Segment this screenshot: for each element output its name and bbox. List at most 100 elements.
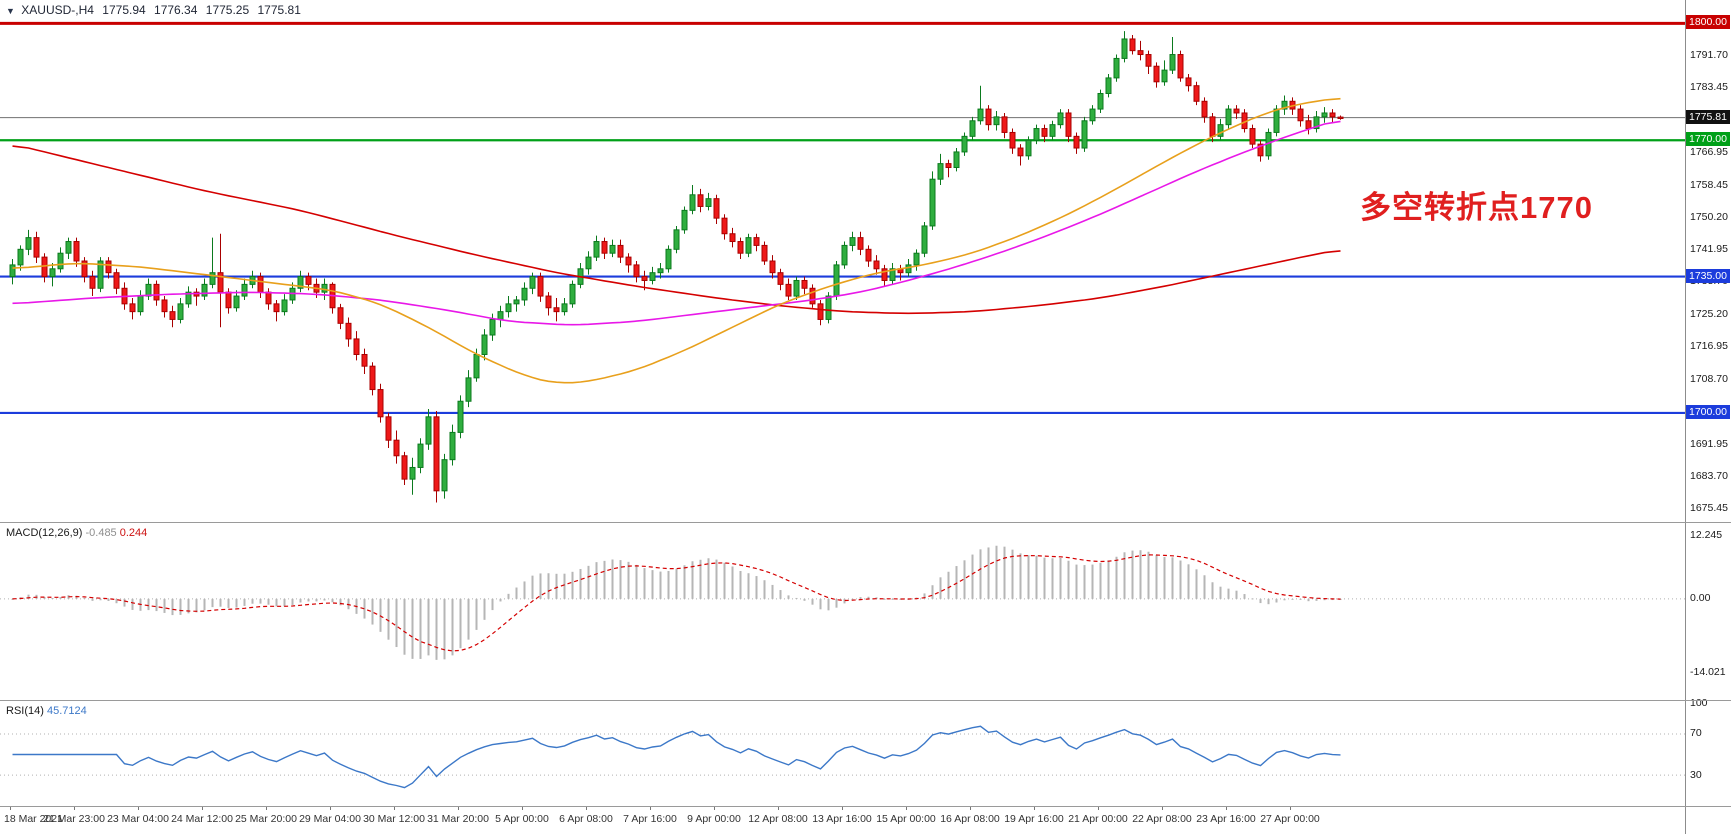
candle-down — [865, 248, 872, 262]
time-axis-label: 25 Mar 20:00 — [235, 813, 297, 825]
candle-down — [1209, 116, 1216, 137]
macd-histogram-bar — [395, 598, 398, 648]
candle-up — [1057, 112, 1064, 126]
macd-histogram-bar — [187, 598, 190, 614]
macd-histogram-bar — [11, 598, 14, 600]
macd-histogram-bar — [659, 571, 662, 599]
candle-up — [1089, 108, 1096, 122]
candle-down — [1193, 85, 1200, 102]
candle-down — [553, 307, 560, 313]
macd-histogram-bar — [1243, 594, 1246, 599]
chart-annotation-text: 多空转折点1770 — [1360, 190, 1593, 225]
candle-down — [81, 260, 88, 278]
macd-histogram-bar — [459, 598, 462, 649]
candle-down — [945, 163, 952, 169]
hline-price-label: 1700.00 — [1686, 404, 1730, 419]
candle-down — [617, 244, 624, 258]
candle-down — [545, 295, 552, 309]
macd-indicator-name: MACD(12,26,9) — [6, 527, 83, 539]
macd-histogram-bar — [1283, 598, 1286, 601]
macd-histogram-bar — [1195, 569, 1198, 599]
candle-up — [505, 303, 512, 313]
macd-histogram-bar — [859, 597, 862, 599]
rsi-chart-canvas[interactable] — [0, 701, 1685, 806]
candle-down — [1201, 100, 1208, 118]
time-axis-label: 16 Apr 08:00 — [940, 813, 1000, 825]
macd-chart-canvas[interactable] — [0, 523, 1685, 700]
candle-down — [881, 268, 888, 281]
hline-price-label: 1800.00 — [1686, 15, 1730, 30]
candle-up — [49, 268, 56, 278]
macd-histogram-bar — [995, 545, 998, 599]
rsi-axis-label: 30 — [1690, 768, 1702, 781]
macd-histogram-bar — [115, 598, 118, 604]
macd-histogram-bar — [1179, 560, 1182, 599]
candle-up — [673, 229, 680, 250]
macd-histogram-bar — [51, 597, 54, 599]
candle-up — [1113, 57, 1120, 79]
panel-separator[interactable] — [0, 522, 1731, 523]
macd-histogram-bar — [899, 598, 902, 600]
macd-histogram-bar — [123, 598, 126, 607]
macd-histogram-bar — [883, 598, 886, 600]
price-axis[interactable]: 1791.70 1783.45 1766.95 1758.45 1750.20 1741.… — [1685, 0, 1731, 834]
macd-histogram-bar — [203, 598, 206, 611]
price-chart-canvas[interactable] — [0, 0, 1685, 522]
candle-down — [257, 276, 264, 293]
candle-up — [1081, 120, 1088, 149]
candle-down — [337, 307, 344, 324]
macd-histogram-bar — [1011, 549, 1014, 599]
candle-up — [57, 252, 64, 270]
candle-down — [1073, 135, 1080, 149]
candle-down — [985, 108, 992, 126]
macd-histogram-bar — [1323, 598, 1326, 601]
time-axis-tick — [1226, 807, 1227, 810]
candle-up — [569, 283, 576, 305]
candle-up — [281, 299, 288, 313]
candle-up — [993, 116, 1000, 126]
macd-histogram-bar — [579, 568, 582, 599]
macd-histogram-bar — [1115, 556, 1118, 599]
rsi-current-value: 45.7124 — [46, 705, 87, 717]
macd-histogram-bar — [731, 566, 734, 599]
macd-histogram-bar — [675, 568, 678, 599]
time-axis-label: 9 Apr 00:00 — [687, 813, 741, 825]
time-axis-tick — [202, 807, 203, 810]
macd-histogram-bar — [147, 598, 150, 611]
candle-up — [1105, 77, 1112, 94]
macd-histogram-bar — [611, 559, 614, 599]
macd-histogram-bar — [931, 585, 934, 599]
candle-up — [457, 400, 464, 433]
macd-histogram-bar — [323, 598, 326, 601]
panel-separator[interactable] — [0, 806, 1731, 807]
macd-histogram-bar — [107, 598, 110, 601]
macd-histogram-bar — [387, 598, 390, 640]
macd-histogram-bar — [315, 598, 318, 602]
candle-down — [393, 439, 400, 457]
time-axis-tick — [970, 807, 971, 810]
candle-down — [1305, 120, 1312, 130]
macd-histogram-bar — [1299, 598, 1302, 600]
macd-histogram-bar — [723, 562, 726, 599]
candle-down — [1177, 54, 1184, 79]
macd-histogram-bar — [235, 598, 238, 608]
candle-up — [921, 225, 928, 254]
panel-separator[interactable] — [0, 700, 1731, 701]
macd-histogram-bar — [451, 598, 454, 656]
time-axis[interactable]: 18 Mar 2021 21 Mar 23:00 23 Mar 04:00 24 Ma… — [0, 807, 1731, 834]
grid-price-label: 1683.70 — [1690, 469, 1728, 482]
time-axis-label: 21 Mar 23:00 — [43, 813, 105, 825]
macd-histogram-bar — [1219, 586, 1222, 599]
macd-histogram-bar — [195, 598, 198, 613]
macd-histogram-bar — [779, 590, 782, 599]
candle-up — [1313, 116, 1320, 130]
grid-price-label: 1750.20 — [1690, 210, 1728, 223]
macd-histogram-bar — [1147, 551, 1150, 599]
candle-up — [1161, 69, 1168, 83]
macd-histogram-bar — [163, 598, 166, 613]
time-axis-label: 22 Apr 08:00 — [1132, 813, 1192, 825]
time-axis-tick — [714, 807, 715, 810]
macd-histogram-bar — [259, 598, 262, 604]
candle-down — [225, 291, 232, 309]
ma-mid-line — [12, 120, 1341, 326]
